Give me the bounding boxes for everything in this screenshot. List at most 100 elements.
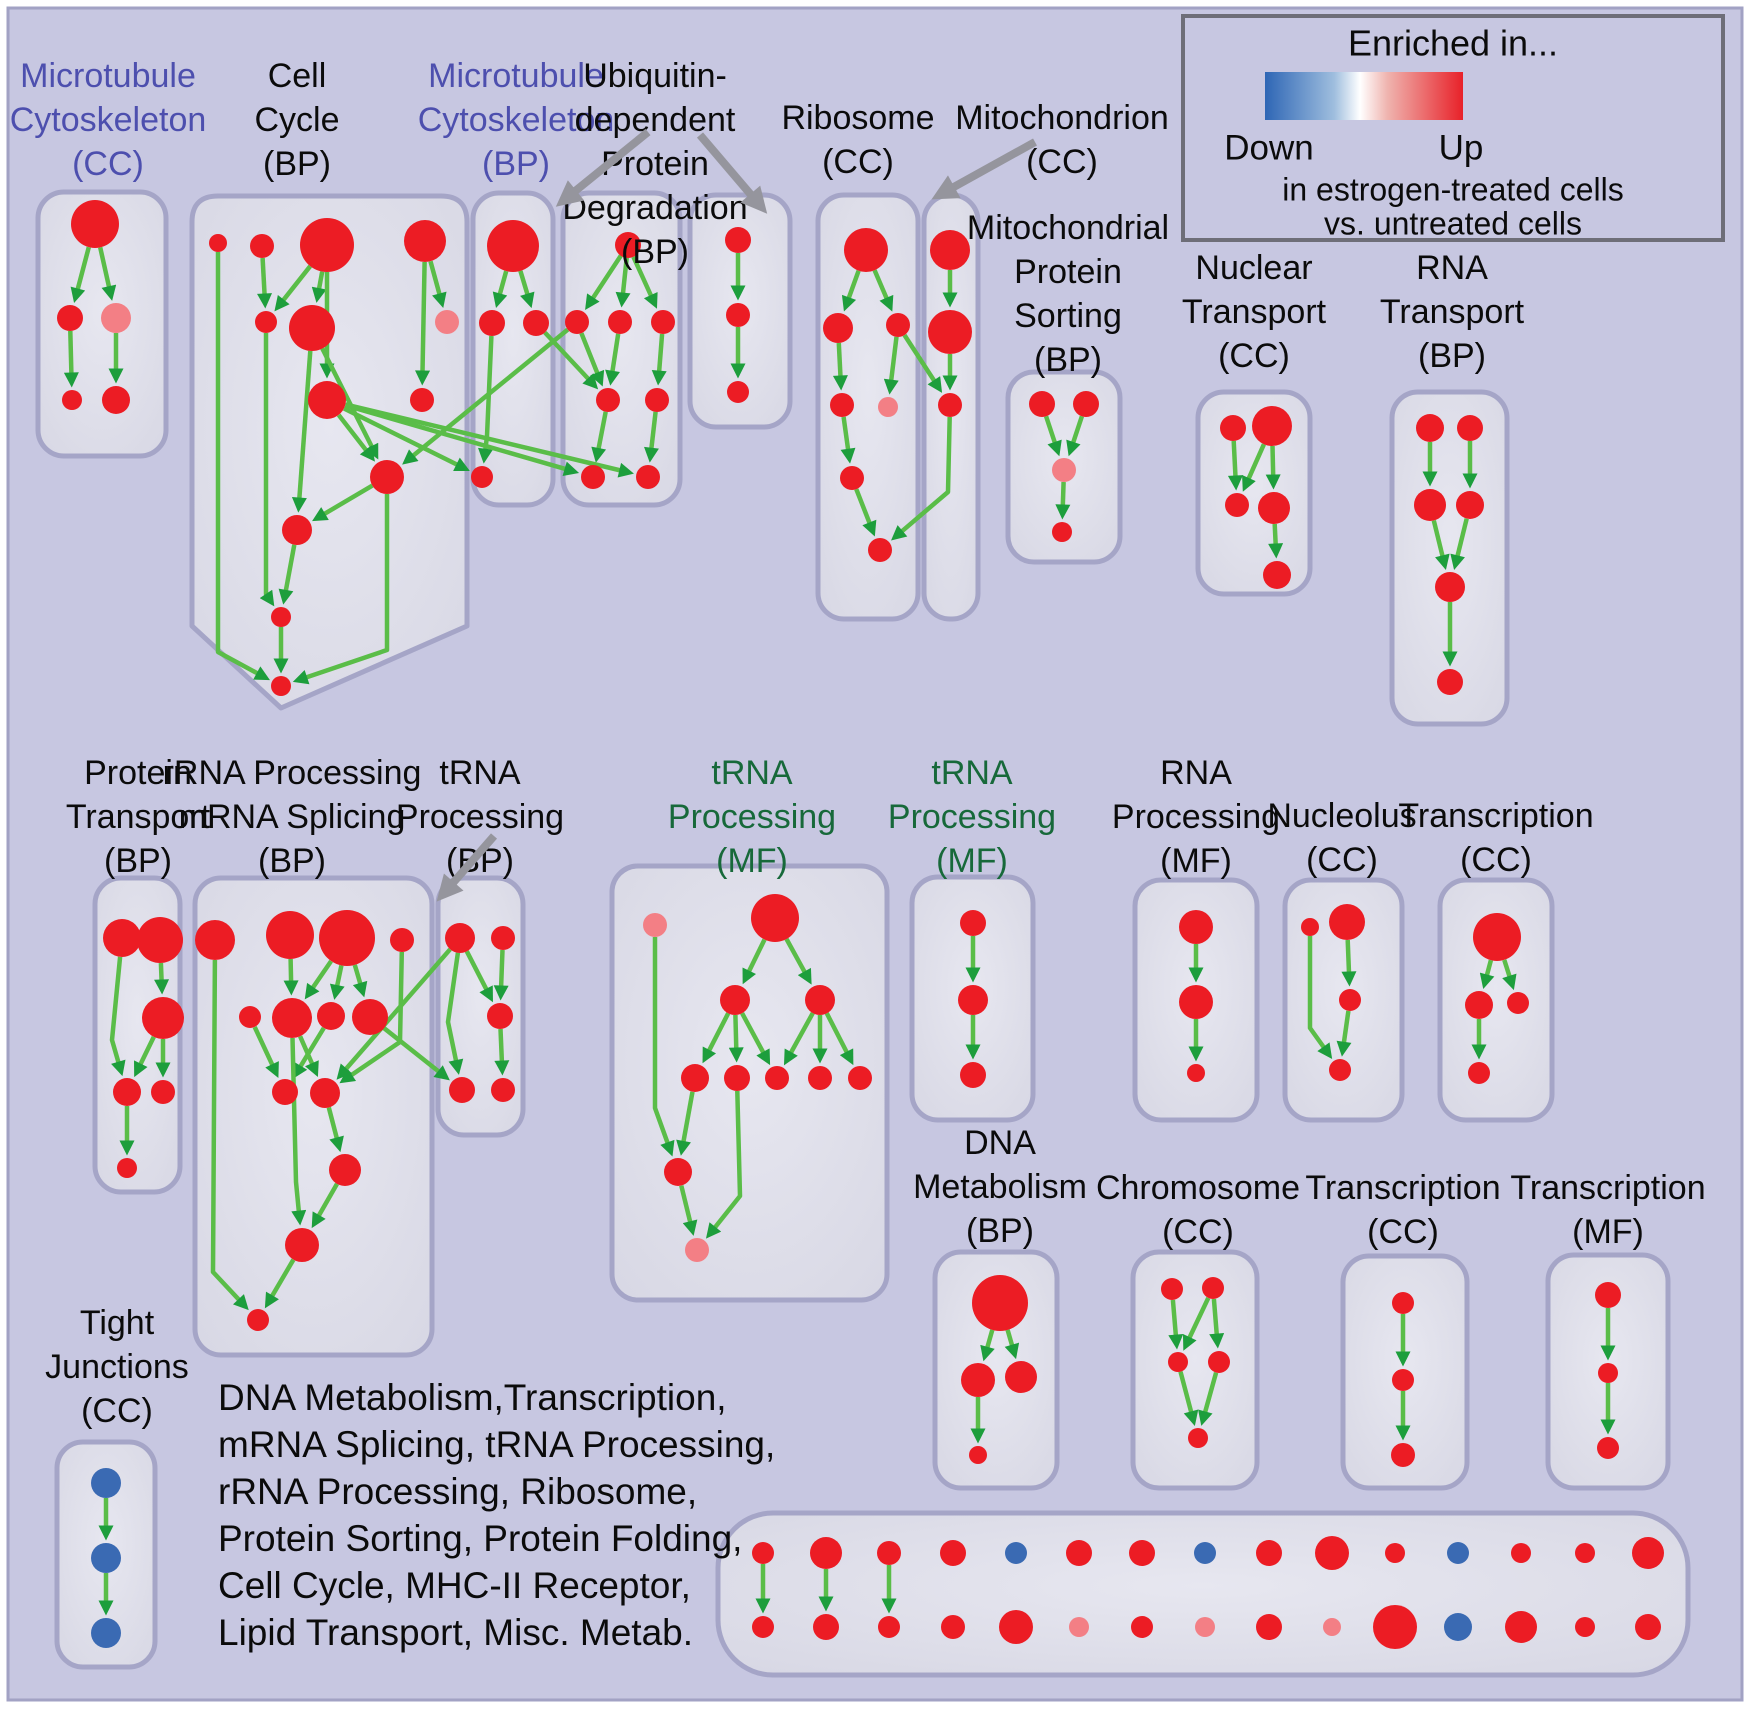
node-trna-bp-2-red [487, 1003, 513, 1029]
node-trna-mf-1-10-pink [685, 1238, 709, 1262]
node-ribosome-2-red [886, 313, 910, 337]
legend-title: Enriched in... [1348, 23, 1558, 64]
node-misc-overview-22-pink [1195, 1617, 1215, 1637]
node-ribosome-0-red [844, 228, 888, 272]
node-trna-mf-2-0-red [960, 910, 986, 936]
cluster-label-mito-protein-sorting-line3: (BP) [1034, 341, 1102, 379]
cluster-label-trna-bp-line0: tRNA [439, 754, 521, 792]
edge-rrna-mrna-6 [252, 1026, 279, 1078]
edge-ribosome-0 [841, 269, 861, 312]
edge-protein-transport-0 [109, 956, 126, 1077]
node-rrna-mrna-11-red [285, 1228, 319, 1262]
node-rna-processing-mf-2-red [1187, 1064, 1205, 1082]
edge-trna-bp-3 [494, 1028, 510, 1076]
cluster-label-rna-transport-line2: (BP) [1418, 337, 1486, 375]
cluster-label-mito-protein-sorting-line0: Mitochondrial [967, 209, 1169, 247]
node-nucleolus-0-red [1301, 918, 1319, 936]
cluster-label-rrna-mrna-line1: mRNA Splicing [179, 798, 406, 836]
edge-protein-transport-2 [134, 1035, 156, 1078]
node-misc-overview-29-red [1635, 1614, 1661, 1640]
node-microtubule-cc-2-pink [101, 303, 131, 333]
cluster-label-rna-processing-mf-line2: (MF) [1160, 842, 1232, 880]
node-transcription-cc-1-0-red [1473, 913, 1521, 961]
cross-edge-5 [902, 333, 943, 393]
edge-rrna-mrna-0 [210, 959, 249, 1311]
cluster-label-trna-mf-1-line2: (MF) [716, 842, 788, 880]
cluster-box-transcription-cc-1 [1437, 877, 1555, 1123]
node-protein-transport-1-red [137, 917, 183, 963]
edge-rrna-mrna-12 [264, 1258, 296, 1309]
node-trna-mf-1-1-red [751, 894, 799, 942]
node-misc-overview-1-red [810, 1537, 842, 1569]
legend-gradient-bar [1265, 72, 1463, 120]
annotation-arrow-ubiquitin-to-box1 [555, 128, 651, 207]
node-misc-overview-16-red [813, 1614, 839, 1640]
node-tight-junctions-0-blue [91, 1468, 121, 1498]
node-ubiquitin-2-1-red [726, 303, 750, 327]
node-rrna-mrna-10-red [329, 1154, 361, 1186]
node-dna-metabolism-0-red [972, 1275, 1028, 1331]
node-microtubule-cc-1-red [57, 305, 83, 331]
node-transcription-cc-2-1-red [1392, 1369, 1414, 1391]
node-transcription-cc-2-2-red [1391, 1443, 1415, 1467]
cross-edge-0 [342, 406, 470, 472]
edge-trna-bp-1 [493, 949, 509, 1001]
node-ubiquitin-1-3-red [651, 310, 675, 334]
node-rrna-mrna-0-red [195, 920, 235, 960]
node-misc-overview-21-red [1131, 1616, 1153, 1638]
edge-ribosome-1 [872, 269, 894, 312]
node-tight-junctions-2-blue [91, 1618, 121, 1648]
node-ubiquitin-2-2-red [727, 381, 749, 403]
node-misc-overview-10-red [1385, 1543, 1405, 1563]
edge-ubiquitin-1-1 [615, 257, 631, 308]
node-dna-metabolism-2-red [1005, 1361, 1037, 1393]
cluster-label-ubiquitin-1-line3: Degradation [562, 189, 747, 227]
edge-chromosome-4 [1198, 1371, 1219, 1426]
cluster-label-transcription-cc-1-line0: Transcription [1398, 797, 1593, 835]
node-transcription-cc-1-1-red [1465, 991, 1493, 1019]
cluster-label-trna-mf-2-line2: (MF) [936, 842, 1008, 880]
node-ubiquitin-1-7-red [636, 465, 660, 489]
edge-microtubule-bp-0 [492, 270, 509, 309]
cluster-label-ribosome-line1: (CC) [822, 143, 894, 181]
node-microtubule-bp-1-red [479, 310, 505, 336]
node-misc-overview-7-blue [1194, 1542, 1216, 1564]
annotation-arrow-ubiquitin-to-box2 [696, 132, 768, 214]
node-cell-cycle-5-red [289, 305, 335, 351]
node-microtubule-cc-4-red [102, 386, 130, 414]
edge-ribosome-2 [832, 342, 848, 391]
edge-trna-mf-1-10 [705, 1090, 743, 1239]
legend-box [1181, 14, 1725, 242]
node-misc-overview-15-red [752, 1616, 774, 1638]
edge-ubiquitin-1-6 [591, 411, 608, 463]
node-rna-processing-mf-0-red [1179, 910, 1213, 944]
cluster-label-trna-mf-1-line1: Processing [668, 798, 836, 836]
node-ribosome-1-red [823, 313, 853, 343]
node-mitochondrion-0-red [930, 230, 970, 270]
node-rrna-mrna-2-red [319, 910, 375, 966]
node-rna-transport-0-red [1416, 414, 1444, 442]
node-transcription-cc-2-0-red [1392, 1292, 1414, 1314]
cross-edge-2 [344, 402, 634, 478]
cluster-label-rrna-mrna-line2: (BP) [258, 842, 326, 880]
node-trna-mf-1-4-red [681, 1064, 709, 1092]
node-trna-mf-1-2-red [720, 985, 750, 1015]
node-cell-cycle-10-red [282, 515, 312, 545]
cross-edge-3 [402, 327, 570, 465]
edge-cell-cycle-11 [278, 544, 297, 605]
node-trna-bp-0-red [445, 923, 475, 953]
cluster-label-trna-bp-line1: Processing [396, 798, 564, 836]
cluster-label-nuclear-transport-line1: Transport [1182, 293, 1327, 331]
node-rna-transport-3-red [1456, 491, 1484, 519]
legend-subtitle-1: in estrogen-treated cells [1282, 171, 1624, 207]
edge-transcription-cc-1-1 [1502, 959, 1517, 991]
node-transcription-mf-1-red [1598, 1363, 1618, 1383]
edge-dna-metabolism-0 [980, 1329, 995, 1362]
node-rrna-mrna-4-red [239, 1006, 261, 1028]
edge-cell-cycle-8 [291, 350, 313, 513]
node-chromosome-2-red [1168, 1352, 1188, 1372]
cluster-label-ubiquitin-1-line2: Protein [601, 145, 709, 183]
cluster-label-chromosome-line0: Chromosome [1096, 1169, 1300, 1207]
cluster-label-microtubule-bp-line0: Microtubule [428, 57, 604, 95]
